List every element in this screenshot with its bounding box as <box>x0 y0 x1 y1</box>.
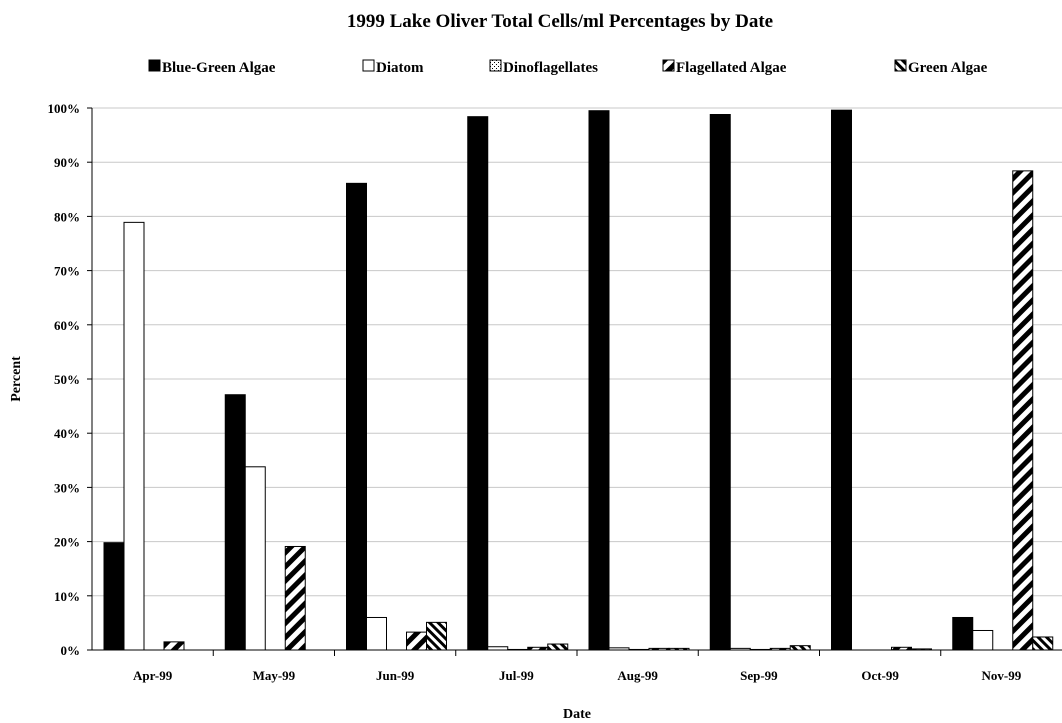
bar-flagellated-algae-apr-99 <box>163 641 185 651</box>
y-tick-label: 60% <box>54 318 80 333</box>
legend-label-blue-green-algae: Blue-Green Algae <box>162 60 276 76</box>
bar-blue-green-algae-nov-99 <box>952 616 974 651</box>
bar-blue-green-algae-oct-99 <box>831 109 852 651</box>
x-tick-label: May-99 <box>253 668 296 683</box>
y-tick-label: 30% <box>54 480 80 495</box>
bar-diatom-jun-99 <box>366 616 387 651</box>
bar-flagellated-algae-jun-99 <box>406 631 427 651</box>
bar-diatom-nov-99 <box>972 629 994 651</box>
y-tick-label: 20% <box>54 535 80 550</box>
legend-label-flagellated-algae: Flagellated Algae <box>676 60 787 76</box>
bar-blue-green-algae-aug-99 <box>588 110 610 651</box>
legend-swatch-diatom <box>362 59 375 72</box>
legend-label-green-algae: Green Algae <box>908 60 988 76</box>
y-tick-label: 80% <box>54 209 80 224</box>
legend-label-diatom: Diatom <box>376 60 424 76</box>
legend: Blue-Green Algae Diatom Dinoflagellates Fla… <box>148 59 988 76</box>
y-axis-ticks: 0% 10% 20% 30% 40% 50% 60% 70% 80% 90% 100% <box>48 101 92 658</box>
bar-blue-green-algae-may-99 <box>224 394 246 651</box>
legend-label-dinoflagellates: Dinoflagellates <box>503 60 598 76</box>
x-axis-title: Date <box>563 707 591 722</box>
y-tick-label: 10% <box>54 589 80 604</box>
bar-diatom-apr-99 <box>123 221 145 651</box>
x-tick-label: Jun-99 <box>376 668 415 683</box>
x-tick-label: Jul-99 <box>499 668 534 683</box>
y-tick-label: 50% <box>54 372 80 387</box>
legend-swatch-blue-green-algae <box>148 59 161 72</box>
chart-title: 1999 Lake Oliver Total Cells/ml Percenta… <box>347 11 773 32</box>
x-tick-label: Nov-99 <box>982 668 1022 683</box>
y-tick-label: 90% <box>54 155 80 170</box>
bar-blue-green-algae-sep-99 <box>709 114 731 651</box>
bar-blue-green-algae-jun-99 <box>346 182 367 651</box>
legend-swatch-flagellated-algae <box>662 59 675 72</box>
y-tick-label: 40% <box>54 426 80 441</box>
bar-flagellated-algae-nov-99 <box>1012 170 1034 651</box>
x-tick-label: Aug-99 <box>617 668 658 683</box>
y-tick-label: 70% <box>54 264 80 279</box>
x-tick-label: Oct-99 <box>861 668 899 683</box>
x-tick-label: Apr-99 <box>133 668 173 683</box>
bar-diatom-may-99 <box>244 466 266 651</box>
y-tick-label: 0% <box>61 643 81 658</box>
y-axis-title: Percent <box>9 356 24 402</box>
bar-green-algae-nov-99 <box>1032 636 1054 651</box>
bar-blue-green-algae-apr-99 <box>103 542 125 651</box>
y-tick-label: 100% <box>48 101 81 116</box>
bar-green-algae-jul-99 <box>547 643 569 651</box>
x-axis-ticks: Apr-99 May-99 Jun-99 Jul-99 Aug-99 Sep-99 Oct-… <box>133 650 1022 683</box>
x-tick-label: Sep-99 <box>740 668 778 683</box>
bar-flagellated-algae-may-99 <box>284 545 306 651</box>
bars <box>103 109 1054 651</box>
bar-green-algae-sep-99 <box>789 645 811 651</box>
bar-blue-green-algae-jul-99 <box>467 116 489 651</box>
legend-swatch-green-algae <box>894 59 907 72</box>
bar-green-algae-jun-99 <box>426 621 447 651</box>
legend-swatch-dinoflagellates <box>489 59 502 72</box>
